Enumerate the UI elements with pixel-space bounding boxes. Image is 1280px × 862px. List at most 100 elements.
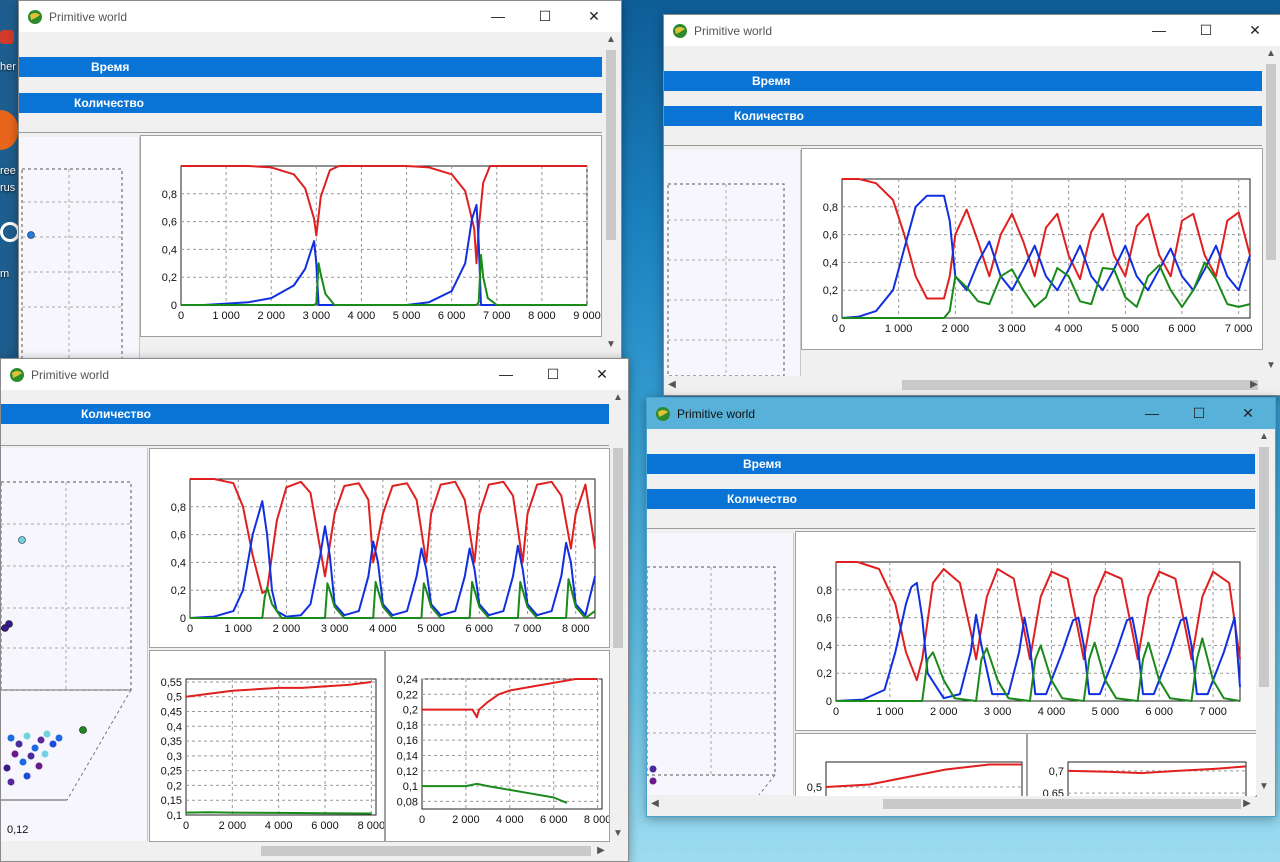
desktop-label[interactable]: ree xyxy=(0,165,16,177)
population-chart: 0 1 000 2 000 3 000 4 000 5 000 6 000 7 000 8 00… xyxy=(171,478,596,635)
desktop-label[interactable]: m xyxy=(0,268,10,280)
count-bar[interactable]: Количество xyxy=(664,106,1262,126)
titlebar[interactable]: Primitive world — ☐ ✕ xyxy=(647,398,1275,429)
maximize-button[interactable]: ☐ xyxy=(1199,22,1213,38)
maximize-button[interactable]: ☐ xyxy=(538,8,552,24)
scroll-right-arrow[interactable]: ▶ xyxy=(597,845,605,856)
scroll-up-arrow[interactable]: ▲ xyxy=(1259,431,1269,442)
scroll-right-arrow[interactable]: ▶ xyxy=(1243,798,1251,809)
x-tick-label: 1 000 xyxy=(876,706,904,718)
x-tick-label: 5 000 xyxy=(1092,706,1120,718)
vertical-scrollbar[interactable]: ▲ ▼ xyxy=(610,390,626,842)
titlebar[interactable]: Primitive world — ☐ ✕ xyxy=(1,359,628,390)
titlebar[interactable]: Primitive world — ☐ ✕ xyxy=(19,1,621,32)
time-bar-label: Время xyxy=(91,60,130,74)
orange-app-icon[interactable] xyxy=(0,110,18,150)
y-tick-label: 0 xyxy=(171,300,177,312)
x-tick-label: 5 000 xyxy=(393,310,421,322)
time-bar[interactable]: Время xyxy=(647,454,1255,474)
vertical-scrollbar[interactable]: ▲ ▼ xyxy=(1256,429,1272,795)
maximize-button[interactable]: ☐ xyxy=(1192,405,1206,421)
y-tick-label: 0,8 xyxy=(162,189,177,201)
scatter-panel: 0,12 xyxy=(1,448,148,841)
chart-panel: 0 1 000 2 000 3 000 4 000 5 000 6 000 7 000 8 00… xyxy=(140,135,602,337)
x-tick-label: 7 000 xyxy=(1199,706,1227,718)
x-tick-label: 3 000 xyxy=(303,310,331,322)
vertical-scrollbar[interactable]: ▲ ▼ xyxy=(1263,46,1279,376)
horizontal-scrollbar[interactable]: ◀ ▶ xyxy=(647,796,1255,812)
scroll-down-arrow[interactable]: ▼ xyxy=(1266,360,1276,371)
minimize-button[interactable]: — xyxy=(1152,22,1166,38)
vertical-scrollbar[interactable]: ▲ ▼ xyxy=(603,32,619,359)
x-tick-label: 0 xyxy=(183,820,189,832)
y-tick-label: 0 xyxy=(826,696,832,708)
window-title: Primitive world xyxy=(694,24,773,38)
scroll-down-arrow[interactable]: ▼ xyxy=(1259,781,1269,792)
y-tick-label: 0,6 xyxy=(817,613,832,625)
minimize-button[interactable]: — xyxy=(491,8,505,24)
maximize-button[interactable]: ☐ xyxy=(546,366,560,382)
plot-frame xyxy=(835,561,1241,702)
scroll-thumb[interactable] xyxy=(902,380,1258,390)
y-tick-label: 0,8 xyxy=(823,202,838,214)
close-button[interactable]: ✕ xyxy=(596,366,608,382)
scroll-thumb[interactable] xyxy=(1259,447,1269,687)
close-button[interactable]: ✕ xyxy=(1249,22,1261,38)
x-tick-label: 0 xyxy=(187,623,193,635)
red-app-icon[interactable] xyxy=(0,30,14,44)
series-line xyxy=(422,782,568,804)
scroll-thumb[interactable] xyxy=(261,846,591,856)
scroll-left-arrow[interactable]: ◀ xyxy=(651,798,659,809)
x-tick-label: 6 000 xyxy=(438,310,466,322)
window-1[interactable]: Primitive world — ☐ ✕ Время Количество 0… xyxy=(18,0,622,360)
chart-panel: 0 1 000 2 000 3 000 4 000 5 000 6 000 7 000 0 0,2… xyxy=(801,148,1263,350)
window-3[interactable]: Primitive world — ☐ ✕ Количество xyxy=(0,358,629,862)
window-2[interactable]: Primitive world — ☐ ✕ Время Количество 0… xyxy=(663,14,1280,396)
window-client: Время Количество 0 1 000 2 000 3 000 4 000 5 … xyxy=(664,46,1280,395)
scroll-up-arrow[interactable]: ▲ xyxy=(1266,48,1276,59)
scroll-thumb[interactable] xyxy=(883,799,1241,809)
x-tick-label: 2 000 xyxy=(257,310,285,322)
titlebar[interactable]: Primitive world — ☐ ✕ xyxy=(664,15,1280,46)
x-tick-label: 3 000 xyxy=(984,706,1012,718)
minimize-button[interactable]: — xyxy=(1145,405,1159,421)
scatter-cluster xyxy=(3,730,63,786)
x-tick-label: 9 000 xyxy=(573,310,601,322)
scroll-right-arrow[interactable]: ▶ xyxy=(1250,379,1258,390)
y-tick-label: 0,6 xyxy=(162,217,177,229)
x-tick-label: 0 xyxy=(178,310,184,322)
time-bar[interactable]: Время xyxy=(664,71,1262,91)
y-tick-label: 0,2 xyxy=(167,780,182,792)
minimize-button[interactable]: — xyxy=(499,366,513,382)
chart-panel-lower-right: 0,65 0,7 xyxy=(1027,733,1257,803)
close-button[interactable]: ✕ xyxy=(1242,405,1254,421)
horizontal-scrollbar[interactable]: ▶ xyxy=(1,843,609,859)
count-bar[interactable]: Количество xyxy=(19,93,602,113)
scroll-down-arrow[interactable]: ▼ xyxy=(606,339,616,350)
x-tick-label: 6 000 xyxy=(1145,706,1173,718)
disc-app-icon[interactable] xyxy=(0,222,20,242)
horizontal-scrollbar[interactable]: ◀ ▶ xyxy=(664,377,1262,393)
scroll-down-arrow[interactable]: ▼ xyxy=(613,828,623,839)
x-tick-label: 1 000 xyxy=(224,623,252,635)
window-4[interactable]: Primitive world — ☐ ✕ Время Количество 0… xyxy=(646,397,1276,817)
chart-panel-lower-left: 0 2 000 4 000 6 000 8 000 0,1 0,15 0,2 0,25 0,3 0,… xyxy=(149,650,385,842)
scroll-thumb[interactable] xyxy=(1266,64,1276,260)
y-tick-label: 0,3 xyxy=(167,751,182,763)
desktop-label[interactable]: her xyxy=(0,61,16,73)
scroll-up-arrow[interactable]: ▲ xyxy=(606,34,616,45)
count-bar[interactable]: Количество xyxy=(1,404,609,424)
separator xyxy=(664,145,1262,146)
scroll-thumb[interactable] xyxy=(613,448,623,648)
scroll-left-arrow[interactable]: ◀ xyxy=(668,379,676,390)
time-bar[interactable]: Время xyxy=(19,57,602,77)
series-line xyxy=(185,681,372,698)
close-button[interactable]: ✕ xyxy=(588,8,600,24)
desktop-label[interactable]: rus xyxy=(0,182,16,194)
scroll-up-arrow[interactable]: ▲ xyxy=(613,392,623,403)
y-tick-label: 0 xyxy=(180,613,186,625)
scroll-thumb[interactable] xyxy=(606,50,616,240)
y-tick-label: 0,2 xyxy=(817,668,832,680)
chart-panel: 0 1 000 2 000 3 000 4 000 5 000 6 000 7 000 0 0,2… xyxy=(795,531,1257,731)
count-bar[interactable]: Количество xyxy=(647,489,1255,509)
